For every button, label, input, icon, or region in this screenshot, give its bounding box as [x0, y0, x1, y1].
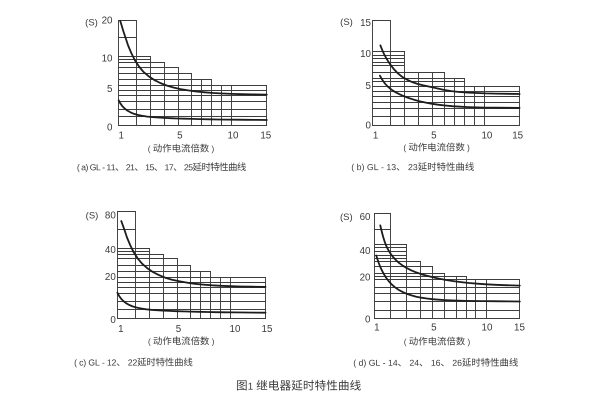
svg-text:15: 15 — [360, 18, 371, 29]
svg-text:15: 15 — [512, 131, 523, 142]
svg-text:15: 15 — [262, 324, 273, 335]
svg-text:5: 5 — [431, 131, 437, 142]
svg-text:40: 40 — [105, 245, 116, 256]
svg-text:5: 5 — [431, 323, 437, 334]
svg-text:20: 20 — [360, 272, 371, 283]
svg-text:1: 1 — [118, 324, 123, 335]
svg-text:20: 20 — [105, 272, 116, 283]
svg-text:10: 10 — [482, 323, 493, 334]
svg-text:5: 5 — [107, 84, 113, 95]
svg-text:15: 15 — [260, 131, 271, 142]
svg-text:1: 1 — [118, 131, 123, 142]
svg-text:0: 0 — [110, 315, 116, 326]
svg-text:(S): (S) — [340, 17, 353, 28]
svg-text:(S): (S) — [340, 212, 353, 223]
svg-text:0: 0 — [365, 314, 371, 325]
svg-text:60: 60 — [360, 212, 371, 223]
svg-text:20: 20 — [102, 15, 113, 26]
svg-text:1: 1 — [374, 323, 379, 334]
svg-text:5: 5 — [176, 324, 182, 335]
svg-text:15: 15 — [514, 323, 525, 334]
svg-text:10: 10 — [228, 131, 239, 142]
svg-text:80: 80 — [105, 211, 116, 222]
svg-text:40: 40 — [360, 246, 371, 257]
svg-text:0: 0 — [366, 121, 372, 132]
svg-text:(S): (S) — [85, 17, 98, 28]
svg-text:5: 5 — [366, 81, 372, 92]
svg-text:10: 10 — [481, 131, 492, 142]
svg-text:(S): (S) — [86, 210, 99, 221]
svg-text:10: 10 — [102, 54, 113, 65]
svg-text:5: 5 — [177, 131, 183, 142]
svg-text:1: 1 — [373, 131, 378, 142]
svg-text:10: 10 — [360, 49, 371, 60]
svg-text:10: 10 — [230, 324, 241, 335]
svg-text:0: 0 — [107, 123, 113, 134]
